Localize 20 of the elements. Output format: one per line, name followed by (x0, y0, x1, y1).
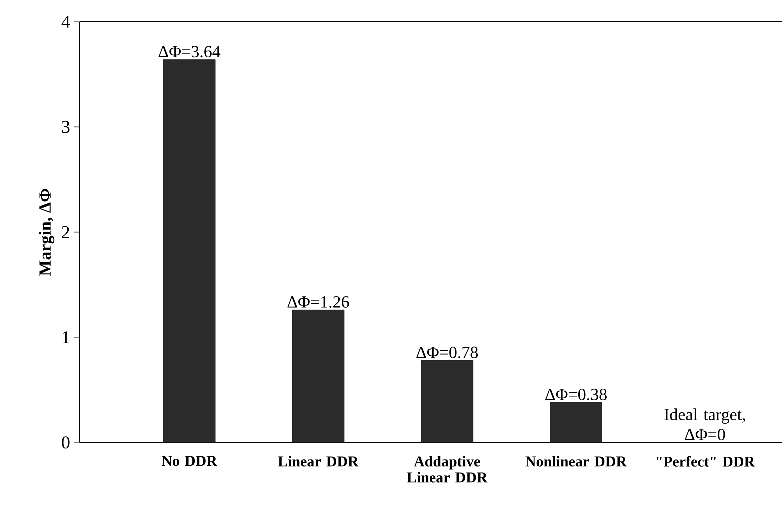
bar (421, 360, 474, 443)
x-tick-label: Addaptive Linear DDR (407, 456, 488, 483)
y-tick-label: 0 (62, 436, 70, 449)
data-label: Ideal target, ΔΦ=0 (664, 408, 746, 441)
data-label: ΔΦ=3.64 (158, 46, 221, 58)
bar (163, 60, 216, 443)
data-label: ΔΦ=1.26 (288, 296, 350, 308)
bar (550, 402, 602, 443)
x-tick-label: Linear DDR (278, 456, 359, 467)
data-label: ΔΦ=0.38 (546, 389, 607, 401)
y-tick-label: 4 (62, 16, 70, 28)
x-tick-label: "Perfect" DDR (656, 456, 756, 468)
data-label: ΔΦ=0.78 (416, 347, 478, 359)
x-tick-label: No DDR (162, 456, 218, 466)
x-tick-label: Nonlinear DDR (526, 456, 628, 467)
y-tick-label: 2 (62, 226, 70, 238)
y-axis-title: Margin, ΔΦ (39, 189, 55, 276)
y-tick-label: 1 (63, 332, 70, 344)
bar (292, 310, 345, 443)
y-tick-label: 3 (62, 121, 70, 134)
